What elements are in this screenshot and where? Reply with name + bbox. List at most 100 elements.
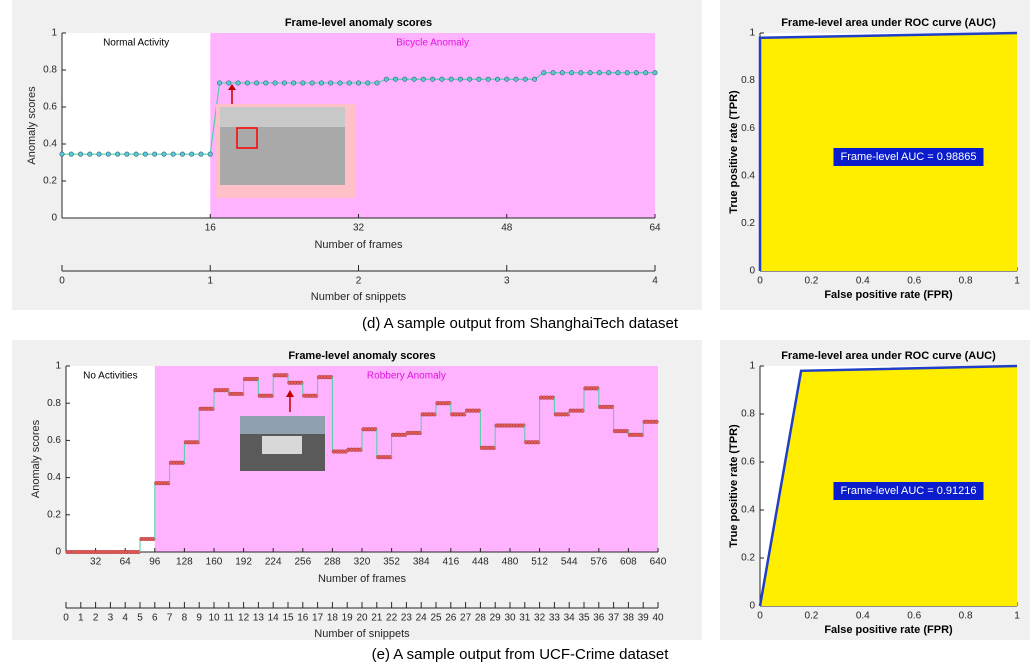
score-marker [347,81,351,85]
x-tick-label: 0.8 [959,611,973,622]
x2-tick-label: 37 [608,613,620,624]
score-marker [523,77,527,81]
x2-tick-label: 3 [504,276,510,287]
x-tick-label: 0.8 [959,276,973,287]
score-marker [384,77,388,81]
x2-axis-label: Number of snippets [311,291,407,303]
x2-tick-label: 6 [152,613,158,624]
x2-tick-label: 19 [342,613,354,624]
annotation: Frame-level AUC = 0.98865 [840,151,976,163]
x2-tick-label: 2 [93,613,99,624]
score-marker [625,71,629,75]
x-tick-label: 160 [206,557,223,568]
x2-tick-label: 33 [549,613,561,624]
y-tick-label: 0.2 [43,176,57,187]
x-tick-label: 16 [205,223,217,234]
score-marker [467,77,471,81]
score-marker [180,152,184,156]
x2-tick-label: 14 [268,613,280,624]
score-marker [338,81,342,85]
x2-tick-label: 1 [207,276,213,287]
x2-tick-label: 17 [312,613,324,624]
x2-tick-label: 25 [430,613,442,624]
chart-title: Frame-level anomaly scores [288,350,435,362]
y-axis-label: Anomaly scores [26,86,38,165]
score-marker [227,81,231,85]
x2-tick-label: 40 [652,613,664,624]
y-tick-label: 0.2 [47,509,61,520]
score-marker [495,77,499,81]
score-marker [329,81,333,85]
x-tick-label: 0.2 [804,611,818,622]
score-marker [644,71,648,75]
annotation: Frame-level AUC = 0.91216 [840,485,976,497]
x-tick-label: 352 [383,557,400,568]
x-tick-label: 288 [324,557,341,568]
x-tick-label: 0.4 [856,611,870,622]
score-marker [217,81,221,85]
x2-tick-label: 20 [356,613,368,624]
x-tick-label: 0.6 [907,611,921,622]
score-marker [199,152,203,156]
x-axis-label: False positive rate (FPR) [824,289,953,301]
y-tick-label: 0.8 [741,409,755,420]
x-tick-label: 544 [561,557,578,568]
x-tick-label: 96 [149,557,161,568]
x-tick-label: 0 [757,611,763,622]
x-tick-label: 480 [502,557,519,568]
x-tick-label: 32 [90,557,102,568]
y-tick-label: 0.8 [47,398,61,409]
score-marker [69,152,73,156]
chart-title: Frame-level area under ROC curve (AUC) [781,350,996,362]
score-marker [291,81,295,85]
x2-tick-label: 8 [182,613,188,624]
x-tick-label: 224 [265,557,282,568]
x2-tick-label: 2 [356,276,362,287]
x2-tick-label: 34 [564,613,576,624]
score-marker [486,77,490,81]
score-marker [134,152,138,156]
x-tick-label: 320 [354,557,371,568]
x2-tick-label: 23 [401,613,413,624]
y-tick-label: 0.8 [43,65,57,76]
x-tick-label: 416 [442,557,459,568]
x2-tick-label: 16 [297,613,309,624]
score-marker [88,152,92,156]
score-marker [97,152,101,156]
x2-tick-label: 3 [108,613,114,624]
y-tick-label: 1 [749,361,755,372]
inset-image [240,416,325,434]
score-marker [560,71,564,75]
y-tick-label: 0.6 [47,435,61,446]
region-label: Robbery Anomaly [367,371,446,382]
x2-tick-label: 10 [208,613,220,624]
x2-tick-label: 35 [578,613,590,624]
score-marker [634,71,638,75]
x2-tick-label: 36 [593,613,605,624]
y-tick-label: 1 [55,361,61,372]
y-tick-label: 0.2 [741,218,755,229]
y-tick-label: 0.8 [741,75,755,86]
score-marker [616,71,620,75]
chart-title: Frame-level area under ROC curve (AUC) [781,17,996,29]
score-marker [655,420,659,424]
score-marker [440,77,444,81]
y-tick-label: 0.2 [741,553,755,564]
x2-tick-label: 31 [519,613,531,624]
x-tick-label: 0.6 [907,276,921,287]
score-marker [606,71,610,75]
y-tick-label: 0.4 [741,505,755,516]
score-marker [162,152,166,156]
score-marker [282,81,286,85]
score-marker [78,152,82,156]
score-marker [477,77,481,81]
x2-tick-label: 21 [371,613,383,624]
score-marker [236,81,240,85]
y-axis-label: True positive rate (TPR) [728,90,740,214]
y-tick-label: 1 [749,28,755,39]
y-axis-label: True positive rate (TPR) [728,424,740,548]
score-marker [393,77,397,81]
score-marker [254,81,258,85]
score-marker [588,71,592,75]
score-marker [412,77,416,81]
